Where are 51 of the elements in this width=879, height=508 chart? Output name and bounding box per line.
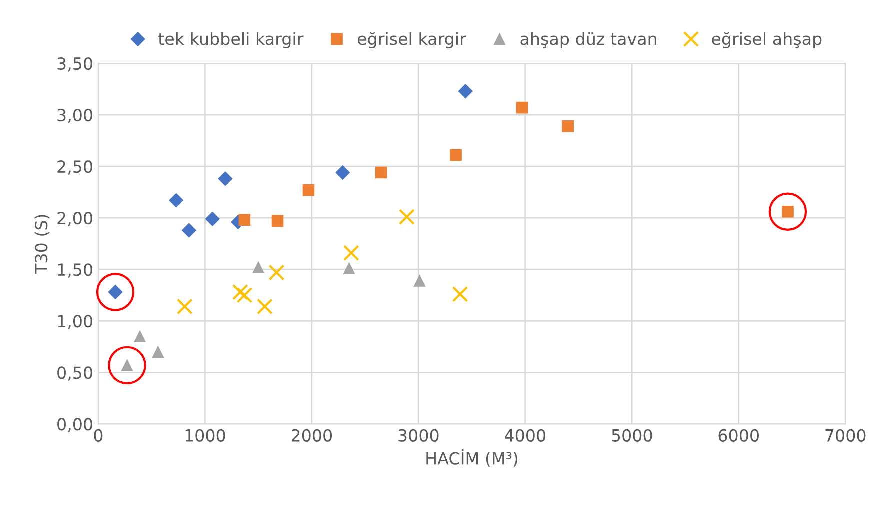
- point: [450, 149, 462, 162]
- y-tick-label: 1,00: [58, 315, 92, 330]
- y-tick-label: 1,50: [58, 264, 92, 278]
- point: [236, 287, 253, 304]
- y-axis-title: T30 (S): [34, 215, 50, 274]
- point: [96, 273, 135, 312]
- point: [256, 298, 273, 315]
- x-tick-label: 4000: [505, 429, 546, 442]
- y-tick-label: 3,00: [58, 108, 92, 124]
- point: [268, 264, 285, 281]
- point: [252, 262, 264, 274]
- point: [108, 346, 146, 385]
- point: [205, 212, 220, 226]
- legend-label: ahşap düz tavan: [520, 32, 656, 48]
- x-tick-label: 1000: [186, 429, 226, 442]
- y-tick-label: 0,50: [58, 366, 92, 381]
- point: [562, 120, 574, 132]
- point: [343, 262, 356, 274]
- point: [452, 286, 468, 302]
- point: [218, 172, 233, 186]
- y-tick-label: 0,00: [58, 418, 92, 432]
- x-tick-label: 5000: [612, 429, 652, 442]
- point: [343, 245, 360, 262]
- legend-label: eğrisel ahşap: [712, 32, 822, 48]
- point: [516, 102, 528, 114]
- point: [768, 192, 808, 231]
- x-axis-title: HACİM (M³): [426, 449, 518, 467]
- point: [232, 284, 248, 300]
- x-tick-label: 2000: [292, 429, 332, 442]
- point: [238, 214, 251, 226]
- point: [414, 275, 426, 287]
- point: [134, 330, 146, 342]
- x-tick-label: 6000: [718, 429, 759, 442]
- x-tick-label: 3000: [398, 429, 439, 442]
- point: [336, 166, 350, 180]
- point: [272, 215, 284, 228]
- legend-label: eğrisel kargir: [358, 32, 466, 48]
- x-tick-label: 7000: [826, 429, 866, 442]
- point: [169, 193, 184, 208]
- point: [152, 346, 164, 358]
- y-tick-label: 3,50: [58, 57, 92, 72]
- y-tick-label: 2,50: [58, 160, 92, 175]
- point: [375, 166, 388, 179]
- point: [398, 209, 415, 226]
- legend-label: tek kubbeli kargir: [158, 32, 304, 48]
- point: [176, 298, 193, 315]
- y-tick-label: 2,00: [58, 212, 92, 226]
- point: [182, 223, 196, 238]
- point: [302, 184, 315, 196]
- point: [458, 84, 473, 99]
- x-tick-label: 0: [94, 429, 103, 442]
